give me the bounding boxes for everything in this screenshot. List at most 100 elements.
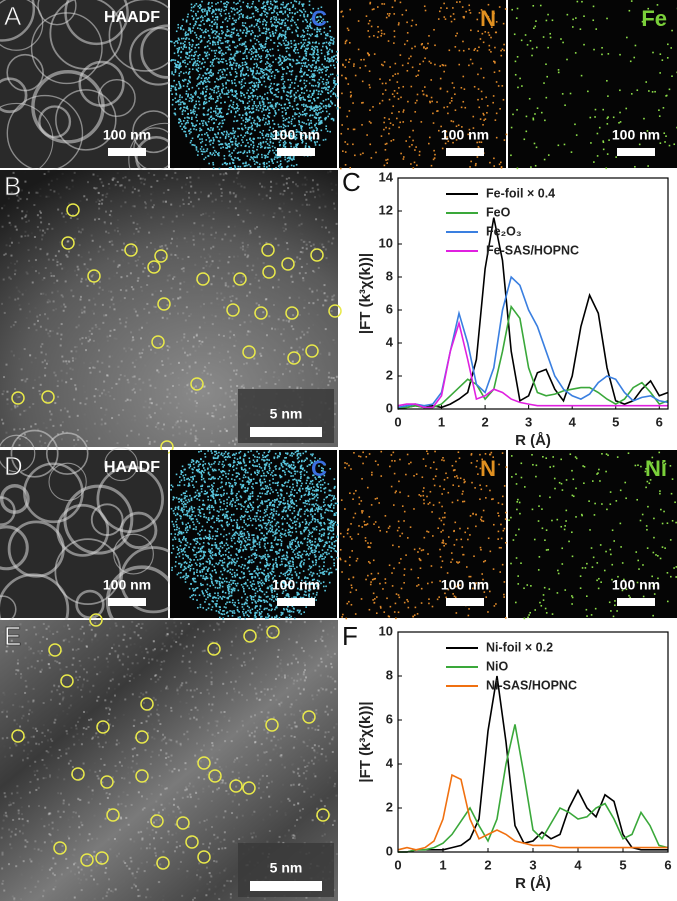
element-dot xyxy=(256,155,258,157)
speckle xyxy=(58,193,60,195)
speckle xyxy=(127,172,129,174)
speckle xyxy=(60,196,62,198)
element-dot xyxy=(220,147,222,149)
speckle xyxy=(109,241,111,243)
element-dot xyxy=(316,31,318,33)
element-dot xyxy=(220,102,222,104)
speckle xyxy=(134,205,136,207)
element-dot xyxy=(240,75,242,77)
speckle xyxy=(210,192,212,194)
element-dot xyxy=(277,96,279,98)
speckle xyxy=(255,274,257,276)
speckle xyxy=(142,178,144,180)
element-dot xyxy=(231,11,233,13)
element-dot xyxy=(292,16,294,18)
speckle xyxy=(207,373,209,375)
element-dot xyxy=(277,14,279,16)
element-dot xyxy=(426,95,428,97)
element-dot xyxy=(217,16,219,18)
element-dot xyxy=(277,161,279,163)
element-dot xyxy=(200,142,202,144)
speckle xyxy=(43,422,45,424)
speckle xyxy=(228,272,230,274)
element-dot xyxy=(597,133,599,135)
speckle xyxy=(164,375,166,377)
speckle xyxy=(159,246,161,248)
element-dot xyxy=(241,84,243,86)
element-dot xyxy=(256,39,258,41)
element-dot xyxy=(613,116,615,118)
element-dot xyxy=(252,117,254,119)
element-dot xyxy=(326,79,328,81)
speckle xyxy=(310,245,312,247)
speckle xyxy=(273,212,275,214)
element-dot xyxy=(601,47,603,49)
element-dot xyxy=(232,159,234,161)
element-dot xyxy=(191,118,193,120)
speckle xyxy=(83,362,85,364)
element-dot xyxy=(272,107,274,109)
element-dot xyxy=(319,118,321,120)
speckle xyxy=(221,238,223,240)
element-dot xyxy=(334,67,336,69)
element-dot xyxy=(224,158,226,160)
speckle xyxy=(200,214,202,216)
speckle xyxy=(205,367,207,369)
speckle xyxy=(106,193,108,195)
element-dot xyxy=(541,112,543,114)
element-dot xyxy=(179,73,181,75)
element-dot xyxy=(218,9,220,11)
element-dot xyxy=(402,65,404,67)
element-dot xyxy=(503,99,505,101)
speckle xyxy=(29,311,31,313)
element-dot xyxy=(312,94,314,96)
element-dot xyxy=(477,50,479,52)
element-dot xyxy=(410,120,412,122)
speckle xyxy=(40,293,42,295)
element-dot xyxy=(636,89,638,91)
element-dot xyxy=(531,55,533,57)
element-dot xyxy=(253,145,255,147)
element-dot xyxy=(385,127,387,129)
element-dot xyxy=(252,105,254,107)
element-dot xyxy=(220,97,222,99)
element-dot xyxy=(285,18,287,20)
element-dot xyxy=(281,79,283,81)
element-dot xyxy=(188,89,190,91)
element-dot xyxy=(219,168,221,170)
speckle xyxy=(79,338,81,340)
speckle xyxy=(328,376,330,378)
speckle xyxy=(221,200,223,202)
element-dot xyxy=(477,156,479,158)
element-dot xyxy=(216,31,218,33)
element-dot xyxy=(294,112,296,114)
speckle xyxy=(93,298,95,300)
element-dot xyxy=(239,82,241,84)
speckle xyxy=(176,255,178,257)
speckle xyxy=(3,376,5,378)
speckle xyxy=(24,235,26,237)
speckle xyxy=(47,332,49,334)
element-dot xyxy=(274,123,276,125)
speckle xyxy=(14,226,16,228)
element-dot xyxy=(265,33,267,35)
element-dot xyxy=(245,22,247,24)
speckle xyxy=(125,326,127,328)
element-dot xyxy=(202,17,204,19)
element-dot xyxy=(272,99,274,101)
element-dot xyxy=(206,150,208,152)
element-dot xyxy=(310,106,312,108)
speckle xyxy=(103,381,105,383)
element-dot xyxy=(235,47,237,49)
speckle xyxy=(60,263,62,265)
speckle xyxy=(247,246,249,248)
element-dot xyxy=(398,111,400,113)
element-dot xyxy=(220,115,222,117)
element-dot xyxy=(228,13,230,15)
element-dot xyxy=(411,144,413,146)
element-dot xyxy=(258,0,260,2)
speckle xyxy=(77,266,79,268)
element-dot xyxy=(264,5,266,7)
element-dot xyxy=(202,19,204,21)
speckle xyxy=(202,225,204,227)
